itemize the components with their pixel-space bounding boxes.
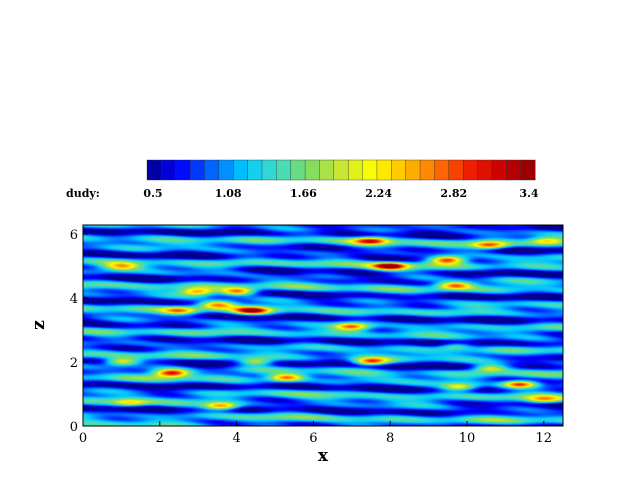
colorbar-swatch	[261, 159, 277, 181]
colorbar-swatch	[233, 159, 249, 181]
y-axis-title: z	[29, 320, 49, 330]
colorbar-swatch	[204, 159, 220, 181]
y-tick-label: 0	[70, 420, 78, 435]
x-tick-label: 0	[79, 431, 87, 446]
colorbar-swatch	[319, 159, 335, 181]
colorbar-swatch	[376, 159, 392, 181]
colorbar-swatch	[448, 159, 464, 181]
x-axis: 0 2 4 6 8 10 12	[79, 421, 552, 446]
colorbar-swatch	[419, 159, 435, 181]
colorbar-swatch	[362, 159, 378, 181]
colorbar-swatch	[347, 159, 364, 181]
heatmap-field	[83, 225, 563, 426]
colorbar-tick-label: 1.08	[215, 187, 242, 200]
x-axis-title: x	[318, 446, 329, 466]
colorbar-swatch	[218, 159, 234, 181]
colorbar-tick-label: 2.82	[440, 187, 467, 200]
x-tick-label: 10	[459, 431, 476, 446]
colorbar-swatch	[333, 159, 349, 181]
colorbar-swatch	[189, 159, 205, 181]
colorbar-tick-label: 2.24	[365, 187, 392, 200]
colorbar-swatch	[477, 159, 493, 181]
colorbar-swatch	[506, 159, 522, 181]
y-tick-label: 6	[70, 228, 78, 243]
y-axis: 0 2 4 6	[70, 228, 88, 435]
x-tick-label: 4	[232, 431, 240, 446]
colorbar-label: dudy:	[66, 187, 100, 200]
plot-frame	[82, 224, 564, 427]
y-tick-label: 4	[70, 292, 78, 307]
colorbar-tick-label: 3.4	[519, 187, 538, 200]
colorbar-swatch	[276, 159, 292, 181]
colorbar-swatch	[304, 159, 320, 181]
colorbar	[146, 159, 536, 181]
x-tick-label: 2	[156, 431, 164, 446]
colorbar-swatch	[462, 159, 479, 181]
colorbar-swatch	[434, 159, 450, 181]
colorbar-swatch	[175, 159, 191, 181]
y-tick-label: 2	[70, 356, 78, 371]
colorbar-swatch	[405, 159, 421, 181]
colorbar-swatch	[146, 159, 162, 181]
colorbar-swatch	[161, 159, 177, 181]
colorbar-swatch	[247, 159, 263, 181]
plot-area	[82, 224, 564, 427]
colorbar-swatch	[290, 159, 306, 181]
colorbar-tick-label: 0.5	[143, 187, 162, 200]
x-tick-label: 12	[536, 431, 553, 446]
x-tick-label: 8	[386, 431, 394, 446]
colorbar-swatch	[520, 159, 536, 181]
colorbar-tick-label: 1.66	[290, 187, 317, 200]
colorbar-swatch	[391, 159, 407, 181]
colorbar-swatch	[491, 159, 507, 181]
colorbar-tick-labels: 0.5 1.08 1.66 2.24 2.82 3.4	[143, 187, 538, 200]
x-tick-label: 6	[309, 431, 317, 446]
